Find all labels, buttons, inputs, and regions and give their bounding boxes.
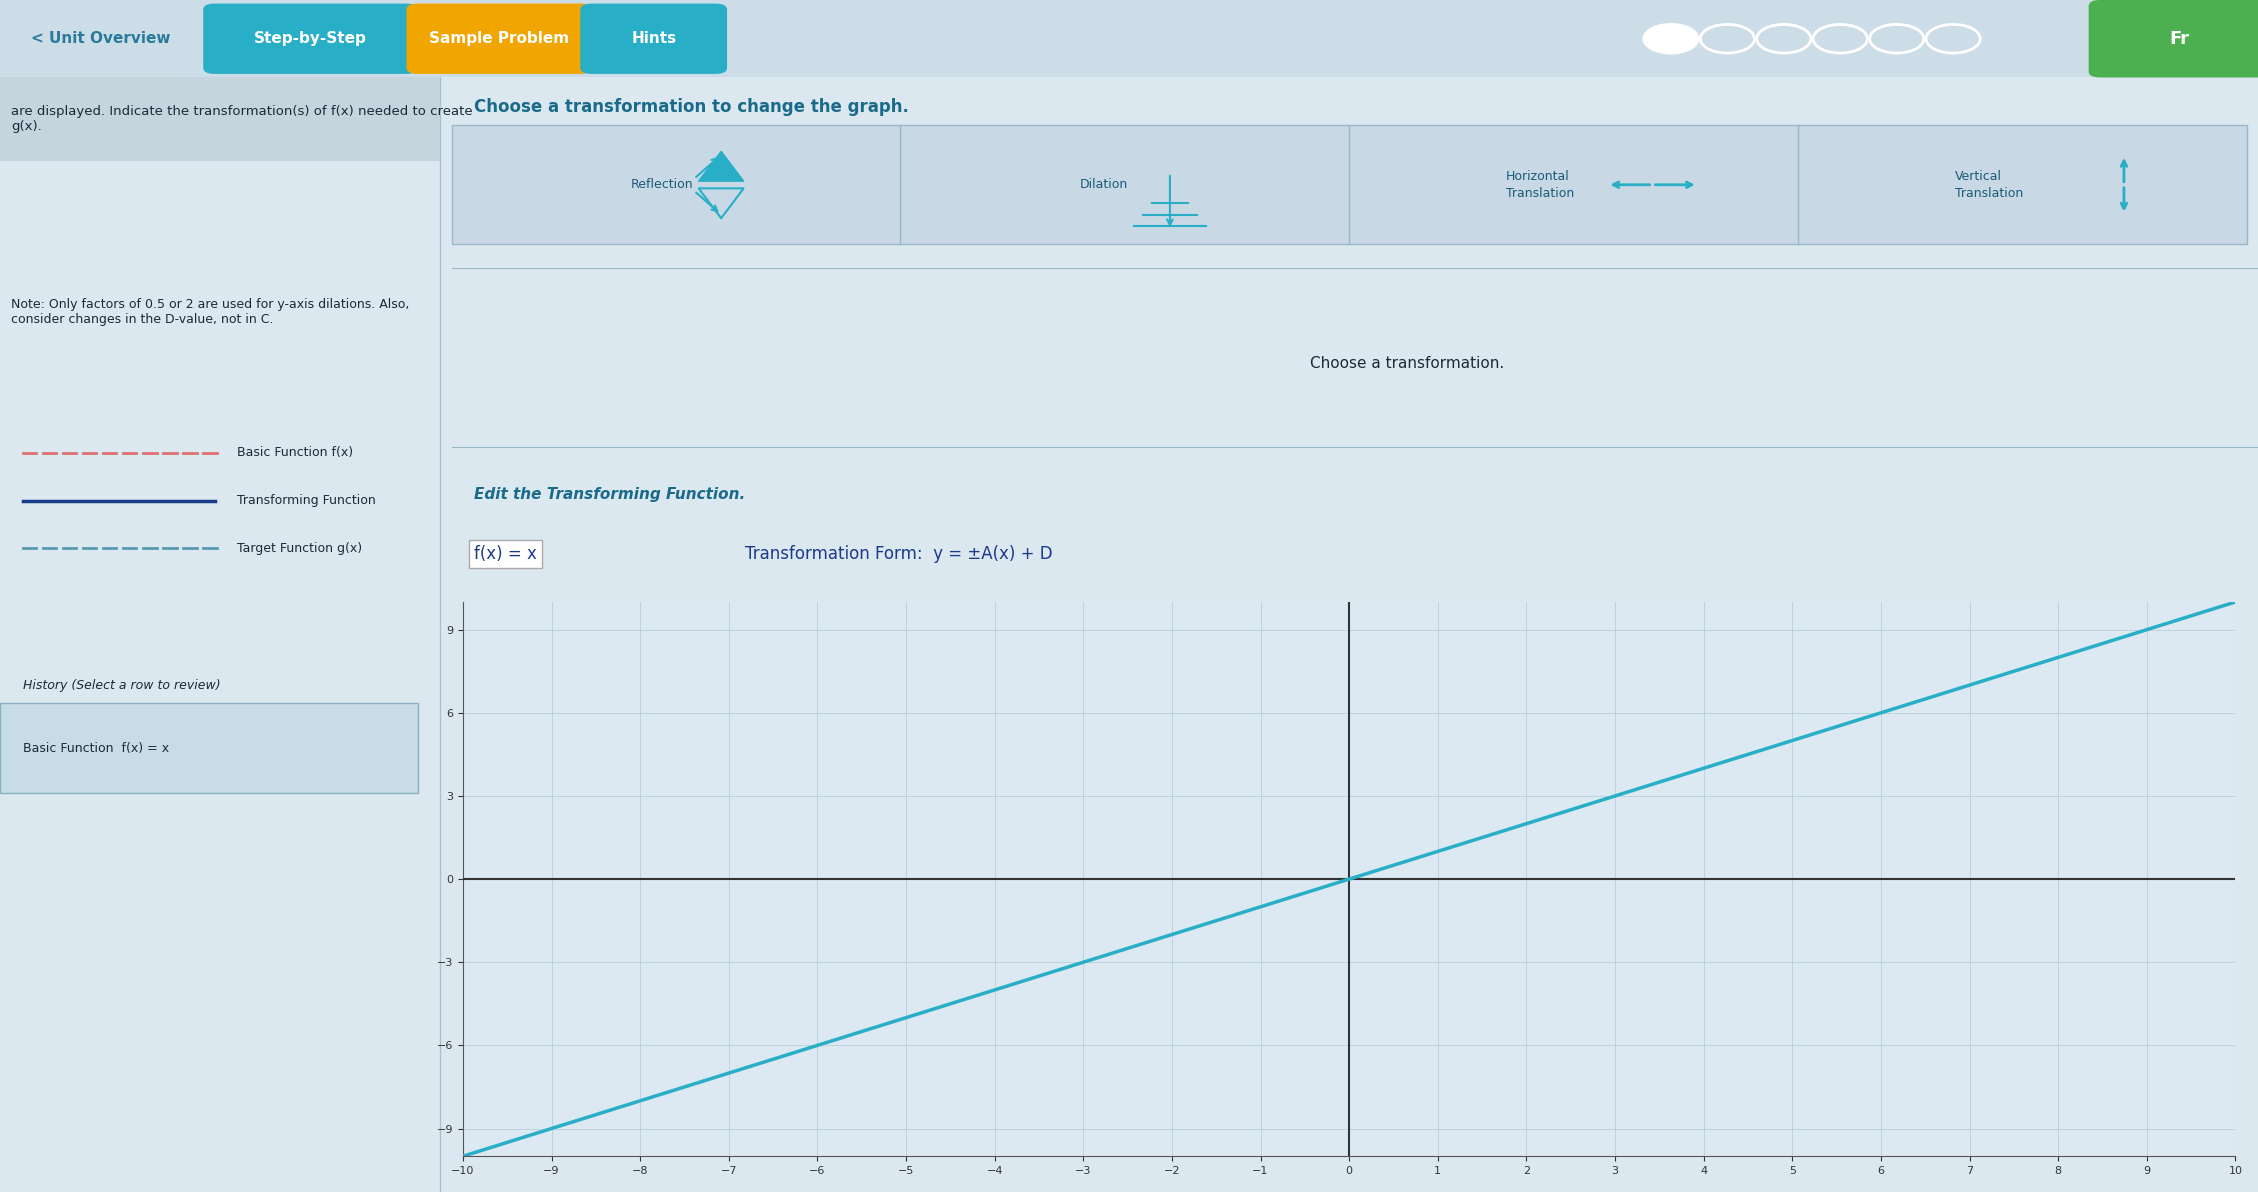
FancyBboxPatch shape (0, 703, 418, 793)
FancyBboxPatch shape (0, 0, 2258, 77)
FancyBboxPatch shape (2089, 0, 2258, 77)
FancyBboxPatch shape (0, 4, 208, 74)
FancyBboxPatch shape (580, 4, 727, 74)
Text: Target Function g(x): Target Function g(x) (237, 542, 361, 554)
Text: History (Select a row to review): History (Select a row to review) (23, 679, 221, 693)
Text: Basic Function  f(x) = x: Basic Function f(x) = x (23, 743, 169, 755)
Text: Step-by-Step: Step-by-Step (255, 31, 366, 46)
Text: Vertical
Translation: Vertical Translation (1955, 169, 2023, 200)
Text: Transformation Form:  y = ±A(x) + D: Transformation Form: y = ±A(x) + D (745, 545, 1052, 564)
Text: f(x) = x: f(x) = x (474, 545, 537, 564)
Text: Choose a transformation.: Choose a transformation. (1310, 356, 1504, 371)
Text: Hints: Hints (632, 31, 675, 46)
Text: Basic Function f(x): Basic Function f(x) (237, 447, 352, 459)
Text: Sample Problem: Sample Problem (429, 31, 569, 46)
Text: Fr: Fr (2170, 30, 2188, 48)
FancyBboxPatch shape (203, 4, 418, 74)
Text: Horizontal
Translation: Horizontal Translation (1506, 169, 1574, 200)
FancyBboxPatch shape (0, 77, 440, 161)
Text: Choose a transformation to change the graph.: Choose a transformation to change the gr… (474, 98, 910, 117)
Text: Note: Only factors of 0.5 or 2 are used for y-axis dilations. Also,
consider cha: Note: Only factors of 0.5 or 2 are used … (11, 298, 409, 325)
Text: are displayed. Indicate the transformation(s) of f(x) needed to create
g(x).: are displayed. Indicate the transformati… (11, 105, 472, 134)
Text: Edit the Transforming Function.: Edit the Transforming Function. (474, 488, 745, 502)
Text: Reflection: Reflection (630, 179, 693, 191)
Text: Dilation: Dilation (1079, 179, 1127, 191)
FancyBboxPatch shape (452, 125, 2247, 244)
Text: Transforming Function: Transforming Function (237, 495, 375, 507)
FancyBboxPatch shape (406, 4, 592, 74)
Text: < Unit Overview: < Unit Overview (32, 31, 169, 46)
Polygon shape (698, 151, 743, 181)
Circle shape (1644, 24, 1698, 54)
